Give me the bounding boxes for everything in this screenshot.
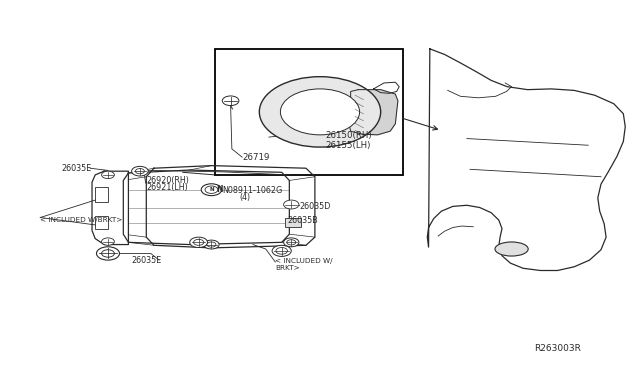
Text: 26035B: 26035B xyxy=(287,216,318,225)
Circle shape xyxy=(136,169,145,174)
Circle shape xyxy=(201,184,221,196)
Circle shape xyxy=(276,247,287,254)
Polygon shape xyxy=(349,90,398,135)
Bar xyxy=(95,216,108,229)
Circle shape xyxy=(259,77,381,147)
Circle shape xyxy=(272,245,291,256)
Circle shape xyxy=(205,186,218,193)
Text: 26035D: 26035D xyxy=(300,202,331,211)
Circle shape xyxy=(189,237,207,247)
Circle shape xyxy=(102,171,115,179)
Ellipse shape xyxy=(495,242,528,256)
Circle shape xyxy=(207,242,216,247)
Text: 26035E: 26035E xyxy=(131,256,161,265)
Text: BRKT>: BRKT> xyxy=(275,265,300,271)
Circle shape xyxy=(222,96,239,106)
Text: R263003R: R263003R xyxy=(534,344,581,353)
Circle shape xyxy=(287,240,296,245)
Text: (4): (4) xyxy=(239,193,250,202)
Polygon shape xyxy=(92,171,129,244)
Circle shape xyxy=(102,238,115,245)
Text: < INCLUDED W/BRKT>: < INCLUDED W/BRKT> xyxy=(40,217,123,223)
Text: N: N xyxy=(216,185,223,194)
Circle shape xyxy=(193,239,204,245)
Text: 26920(RH): 26920(RH) xyxy=(147,176,189,185)
Circle shape xyxy=(284,200,299,209)
Text: < INCLUDED W/: < INCLUDED W/ xyxy=(275,258,333,264)
Circle shape xyxy=(102,250,115,257)
Text: 26719: 26719 xyxy=(242,153,269,161)
Bar xyxy=(214,49,403,175)
Text: 26921(LH): 26921(LH) xyxy=(147,183,188,192)
Circle shape xyxy=(97,247,120,260)
Circle shape xyxy=(204,240,219,249)
Text: N08911-1062G: N08911-1062G xyxy=(222,186,282,195)
Circle shape xyxy=(284,238,299,247)
Text: 26155(LH): 26155(LH) xyxy=(325,141,371,150)
Bar xyxy=(95,187,108,202)
Text: 26150(RH): 26150(RH) xyxy=(325,131,372,141)
Text: N: N xyxy=(209,187,214,192)
Circle shape xyxy=(132,166,148,176)
Text: 26035E: 26035E xyxy=(61,164,92,173)
Circle shape xyxy=(280,89,360,135)
Bar xyxy=(285,218,301,227)
